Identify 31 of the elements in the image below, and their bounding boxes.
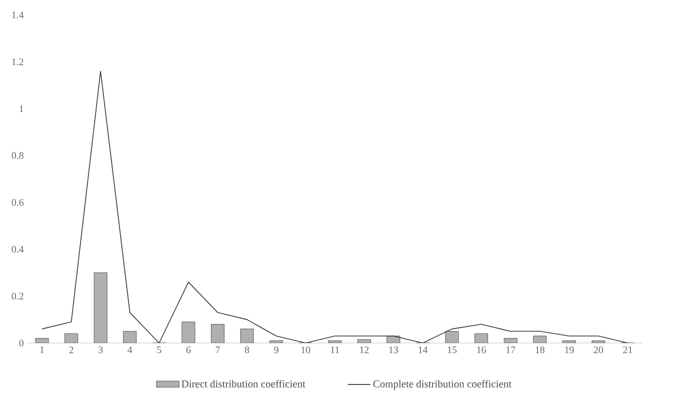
y-tick-label: 0.2 (12, 292, 24, 300)
y-tick-label: 0.6 (12, 199, 24, 206)
x-tick-label: 2 (69, 346, 74, 354)
y-tick-label: 0.8 (12, 152, 24, 159)
x-tick-label: 3 (98, 346, 103, 354)
x-tick-label: 19 (565, 346, 574, 354)
y-tick-label: 1.2 (12, 58, 24, 66)
y-tick-label: 0.4 (12, 246, 24, 253)
x-tick-label: 14 (418, 346, 428, 354)
x-tick-label: 15 (448, 346, 457, 354)
x-tick-label: 1 (40, 346, 44, 354)
legend-label: Complete distribution coefficient (373, 380, 512, 390)
x-tick-label: 11 (330, 346, 340, 354)
x-tick-label: 5 (157, 346, 162, 354)
x-tick-label: 4 (128, 346, 132, 354)
x-tick-label: 8 (244, 346, 250, 354)
x-tick-label: 13 (389, 346, 398, 354)
x-tick-label: 6 (186, 346, 191, 354)
x-tick-label: 16 (477, 346, 486, 354)
x-tick-label: 21 (623, 346, 632, 354)
y-tick-label: 1 (20, 105, 24, 112)
x-tick-label: 17 (506, 346, 516, 354)
legend-label: Direct distribution coefficient (182, 380, 306, 388)
x-tick-label: 18 (536, 346, 544, 354)
x-tick-label: 12 (360, 346, 369, 354)
y-tick-label: 0 (19, 340, 24, 346)
x-tick-label: 9 (274, 346, 278, 354)
x-tick-label: 7 (216, 346, 220, 354)
x-tick-label: 10 (301, 346, 310, 354)
x-tick-label: 20 (594, 346, 604, 354)
y-tick-label: 1.4 (12, 12, 24, 18)
